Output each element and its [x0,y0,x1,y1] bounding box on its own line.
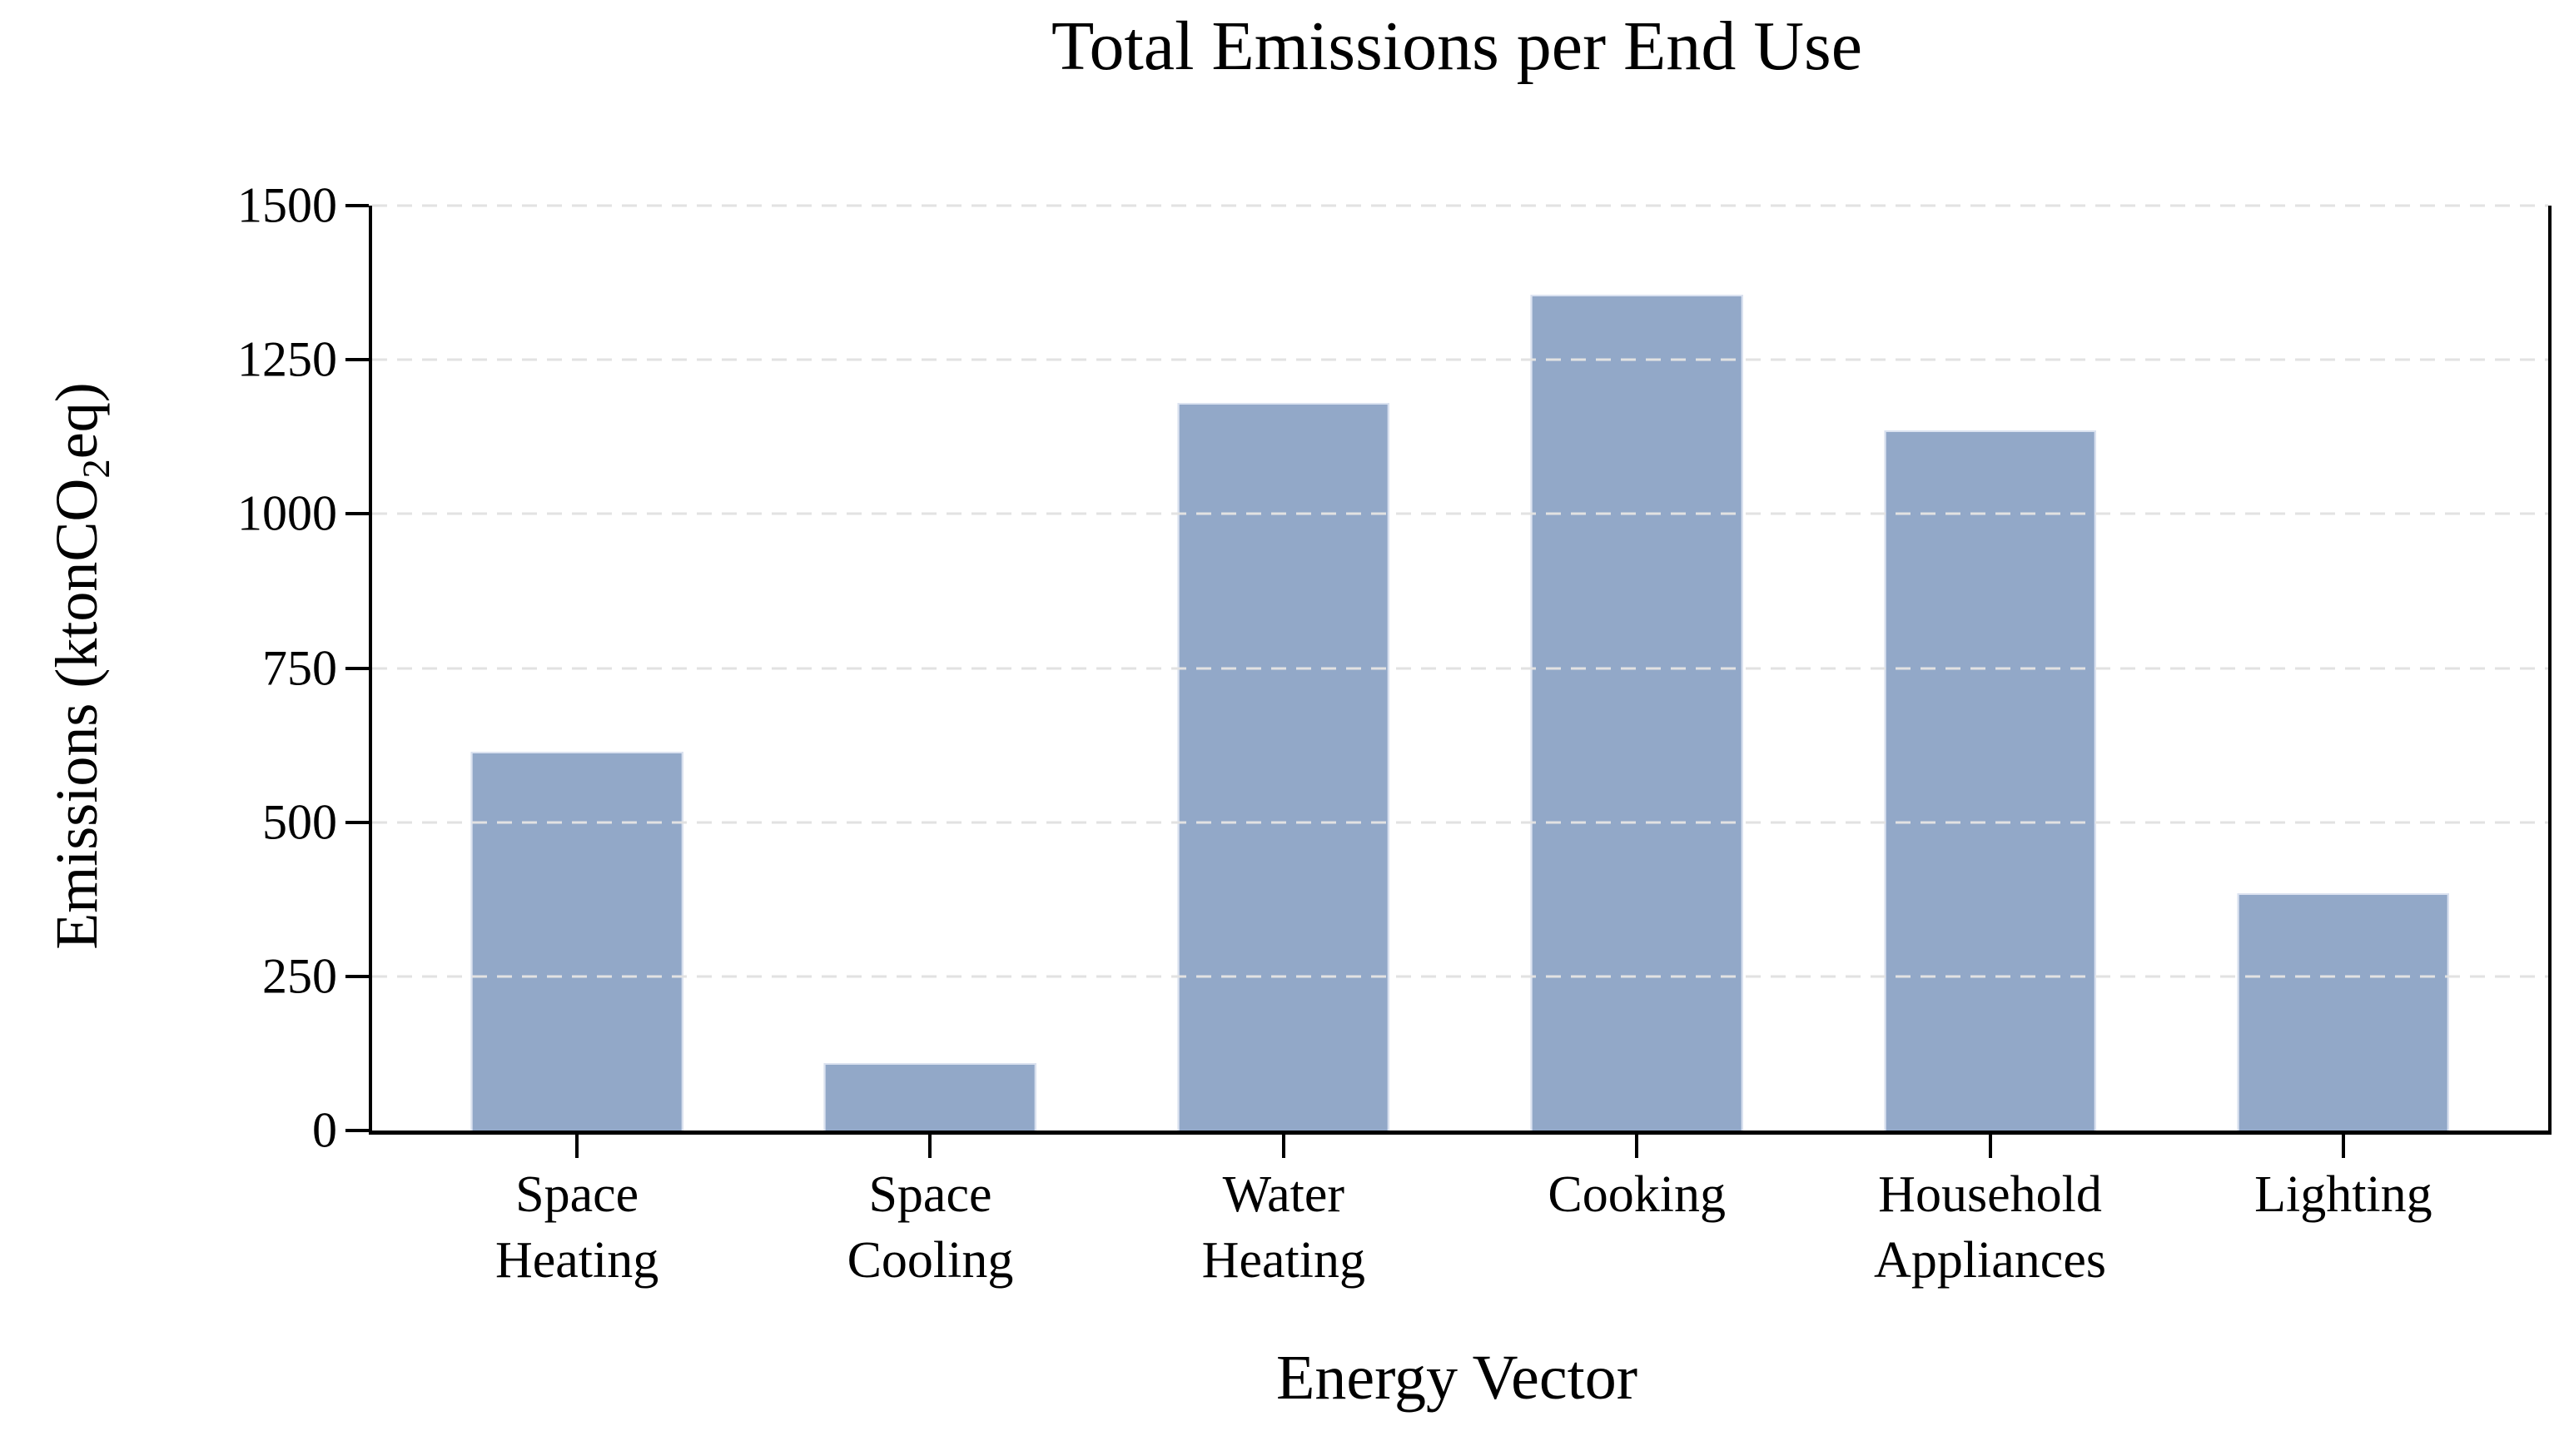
y-tick-label-0: 0 [312,1102,337,1158]
bar-cooking [1530,295,1743,1131]
y-tick-label-1500: 1500 [237,177,337,233]
x-tick-label-household-appliances: Household Appliances [1874,1162,2106,1294]
y-tick-mark-250 [345,974,369,978]
x-tick-label-water-heating: Water Heating [1202,1162,1365,1294]
x-tick-label-line: Lighting [2254,1166,2432,1223]
y-tick-mark-500 [345,820,369,824]
y-tick-mark-1250 [345,358,369,362]
x-tick-mark-cooking [1635,1135,1639,1158]
y-tick-label-1250: 1250 [237,331,337,387]
x-tick-label-line: Appliances [1874,1232,2106,1290]
x-tick-label-lighting: Lighting [2254,1162,2432,1228]
y-tick-label-1000: 1000 [237,485,337,541]
y-tick-labels: 0 250 500 750 1000 1250 1500 [0,178,337,1158]
x-tick-label-line: Space [515,1166,639,1223]
gridline-250 [372,975,2548,978]
x-tick-label-line: Heating [494,1232,659,1290]
gridline-1000 [372,512,2548,515]
x-tick-label-line: Heating [1201,1232,1365,1290]
gridline-500 [372,821,2548,824]
gridline-1500 [372,204,2548,207]
x-tick-label-cooking: Cooking [1548,1162,1726,1228]
x-tick-mark-household-appliances [1988,1135,1992,1158]
chart-title: Total Emissions per End Use [1051,7,1862,85]
x-tick-labels: Space Heating Space Cooling Water Heating Cook… [372,1162,2548,1337]
y-tick-label-250: 250 [262,948,337,1004]
x-tick-marks [372,1135,2548,1158]
x-tick-label-space-cooling: Space Cooling [847,1162,1014,1294]
bar-space-heating [470,751,683,1131]
gridline-1250 [372,358,2548,361]
x-axis-label: Energy Vector [1275,1343,1638,1413]
bar-water-heating [1177,403,1390,1131]
bar-space-cooling [824,1062,1036,1131]
y-tick-label-750: 750 [262,640,337,695]
x-tick-label-line: Space [868,1166,992,1223]
gridline-750 [372,667,2548,669]
x-tick-mark-lighting [2341,1135,2345,1158]
x-tick-label-line: Household [1878,1166,2102,1223]
x-tick-label-line: Water [1222,1166,1345,1223]
plot-area [369,204,2552,1135]
bar-lighting [2237,892,2450,1131]
bar-household-appliances [1884,430,2096,1131]
y-tick-marks [345,204,369,1132]
x-tick-mark-space-cooling [928,1135,932,1158]
y-tick-mark-0 [345,1129,369,1132]
x-tick-label-line: Cooking [1548,1166,1726,1223]
y-tick-mark-1500 [345,204,369,207]
x-tick-mark-space-heating [575,1135,579,1158]
y-tick-label-500: 500 [262,794,337,850]
x-tick-label-line: Cooling [847,1232,1014,1290]
x-tick-label-space-heating: Space Heating [495,1162,658,1294]
x-tick-mark-water-heating [1281,1135,1285,1158]
y-tick-mark-1000 [345,512,369,516]
y-tick-mark-750 [345,666,369,670]
